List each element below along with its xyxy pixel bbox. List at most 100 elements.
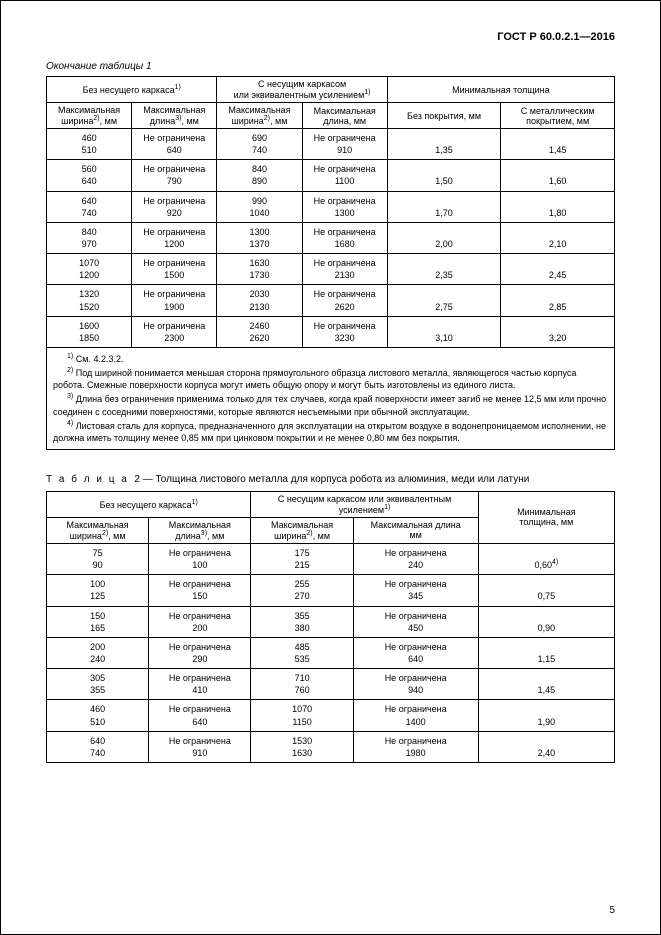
cell: 0,90 <box>478 606 614 637</box>
cell: Не ограничена1980 <box>353 731 478 762</box>
cell: 2,10 <box>501 222 615 253</box>
cell: Не ограничена640 <box>149 700 251 731</box>
t1-sh-metcov: С металлическимпокрытием, мм <box>501 103 615 129</box>
cell: 0,604) <box>478 543 614 574</box>
cell: Не ограничена1300 <box>302 191 387 222</box>
cell: 15301630 <box>251 731 353 762</box>
cell: Не ограничена640 <box>353 637 478 668</box>
table-row: 305355Не ограничена410710760Не ограничен… <box>47 669 615 700</box>
cell: Не ограничена1500 <box>132 254 217 285</box>
table-row: 100125Не ограничена150255270Не ограничен… <box>47 575 615 606</box>
t2-h-group3: Минимальнаятолщина, мм <box>478 491 614 543</box>
cell: 2,75 <box>387 285 501 316</box>
cell: 355380 <box>251 606 353 637</box>
cell: 20302130 <box>217 285 302 316</box>
table-row: 840970Не ограничена120013001370Не ограни… <box>47 222 615 253</box>
cell: 485535 <box>251 637 353 668</box>
cell: Не ограничена1680 <box>302 222 387 253</box>
t2-h-group2: С несущим каркасом или эквивалентнымусил… <box>251 491 478 517</box>
cell: Не ограничена920 <box>132 191 217 222</box>
cell: 560640 <box>47 160 132 191</box>
t1-sh-w2: Максимальнаяширина2), мм <box>217 103 302 129</box>
cell: 2,85 <box>501 285 615 316</box>
cell: Не ограничена240 <box>353 543 478 574</box>
table1: Без несущего каркаса1) С несущим каркасо… <box>46 76 615 450</box>
table2-head-row1: Без несущего каркаса1) С несущим каркасо… <box>47 491 615 517</box>
cell: 24602620 <box>217 316 302 347</box>
table-row: 640740Не ограничена9209901040Не ограниче… <box>47 191 615 222</box>
cell: 100125 <box>47 575 149 606</box>
table1-caption: Окончание таблицы 1 <box>46 61 615 72</box>
table-row: 460510Не ограничена640690740Не ограничен… <box>47 129 615 160</box>
cell: 460510 <box>47 129 132 160</box>
cell: 1,70 <box>387 191 501 222</box>
t2-sh-l2: Максимальная длинамм <box>353 517 478 543</box>
cell: Не ограничена2620 <box>302 285 387 316</box>
table-row: 13201520Не ограничена190020302130Не огра… <box>47 285 615 316</box>
cell: 2,45 <box>501 254 615 285</box>
document-id: ГОСТ Р 60.0.2.1—2016 <box>46 31 615 43</box>
cell: Не ограничена1400 <box>353 700 478 731</box>
table2-caption: Т а б л и ц а 2 — Толщина листового мета… <box>46 474 615 485</box>
page-number: 5 <box>609 905 615 916</box>
cell: 13001370 <box>217 222 302 253</box>
t2-h-group1: Без несущего каркаса1) <box>47 491 251 517</box>
t1-h-group2: С несущим каркасомили эквивалентным усил… <box>217 77 387 103</box>
t1-h-group3: Минимальная толщина <box>387 77 614 103</box>
cell: Не ограничена3230 <box>302 316 387 347</box>
table1-head-row2: Максимальнаяширина2), мм Максимальнаядли… <box>47 103 615 129</box>
cell: Не ограничена790 <box>132 160 217 191</box>
cell: Не ограничена100 <box>149 543 251 574</box>
cell: 460510 <box>47 700 149 731</box>
cell: Не ограничена450 <box>353 606 478 637</box>
cell: Не ограничена910 <box>149 731 251 762</box>
cell: 1,60 <box>501 160 615 191</box>
table1-head-row1: Без несущего каркаса1) С несущим каркасо… <box>47 77 615 103</box>
cell: 1,45 <box>501 129 615 160</box>
cell: 255270 <box>251 575 353 606</box>
t1-sh-l2: Максимальнаядлина, мм <box>302 103 387 129</box>
cell: 16301730 <box>217 254 302 285</box>
cell: 1,50 <box>387 160 501 191</box>
cell: 10701200 <box>47 254 132 285</box>
cell: 13201520 <box>47 285 132 316</box>
cell: 640740 <box>47 191 132 222</box>
table-row: 200240Не ограничена290485535Не ограничен… <box>47 637 615 668</box>
t2-sh-w2: Максимальнаяширина2), мм <box>251 517 353 543</box>
t2-sh-l1: Максимальнаядлина3), мм <box>149 517 251 543</box>
cell: 9901040 <box>217 191 302 222</box>
cell: 640740 <box>47 731 149 762</box>
cell: 305355 <box>47 669 149 700</box>
cell: 840970 <box>47 222 132 253</box>
cell: 690740 <box>217 129 302 160</box>
cell: 710760 <box>251 669 353 700</box>
cell: 7590 <box>47 543 149 574</box>
cell: 840890 <box>217 160 302 191</box>
cell: 1,90 <box>478 700 614 731</box>
table-row: 16001850Не ограничена230024602620Не огра… <box>47 316 615 347</box>
cell: 2,00 <box>387 222 501 253</box>
cell: Не ограничена1900 <box>132 285 217 316</box>
cell: Не ограничена200 <box>149 606 251 637</box>
cell: Не ограничена345 <box>353 575 478 606</box>
cell: Не ограничена940 <box>353 669 478 700</box>
cell: 175215 <box>251 543 353 574</box>
cell: Не ограничена1200 <box>132 222 217 253</box>
cell: Не ограничена2130 <box>302 254 387 285</box>
table-row: 560640Не ограничена790840890Не ограничен… <box>47 160 615 191</box>
cell: 10701150 <box>251 700 353 731</box>
table2: Без несущего каркаса1) С несущим каркасо… <box>46 491 615 763</box>
cell: 1,15 <box>478 637 614 668</box>
cell: Не ограничена1100 <box>302 160 387 191</box>
t1-sh-nocov: Без покрытия, мм <box>387 103 501 129</box>
cell: 0,75 <box>478 575 614 606</box>
page: ГОСТ Р 60.0.2.1—2016 Окончание таблицы 1… <box>0 0 661 935</box>
table1-notes: 1) См. 4.2.3.2. 2) Под шириной понимаетс… <box>47 347 615 449</box>
cell: Не ограничена910 <box>302 129 387 160</box>
cell: 3,10 <box>387 316 501 347</box>
t1-h-group1: Без несущего каркаса1) <box>47 77 217 103</box>
cell: Не ограничена150 <box>149 575 251 606</box>
cell: 2,40 <box>478 731 614 762</box>
cell: Не ограничена290 <box>149 637 251 668</box>
cell: 2,35 <box>387 254 501 285</box>
